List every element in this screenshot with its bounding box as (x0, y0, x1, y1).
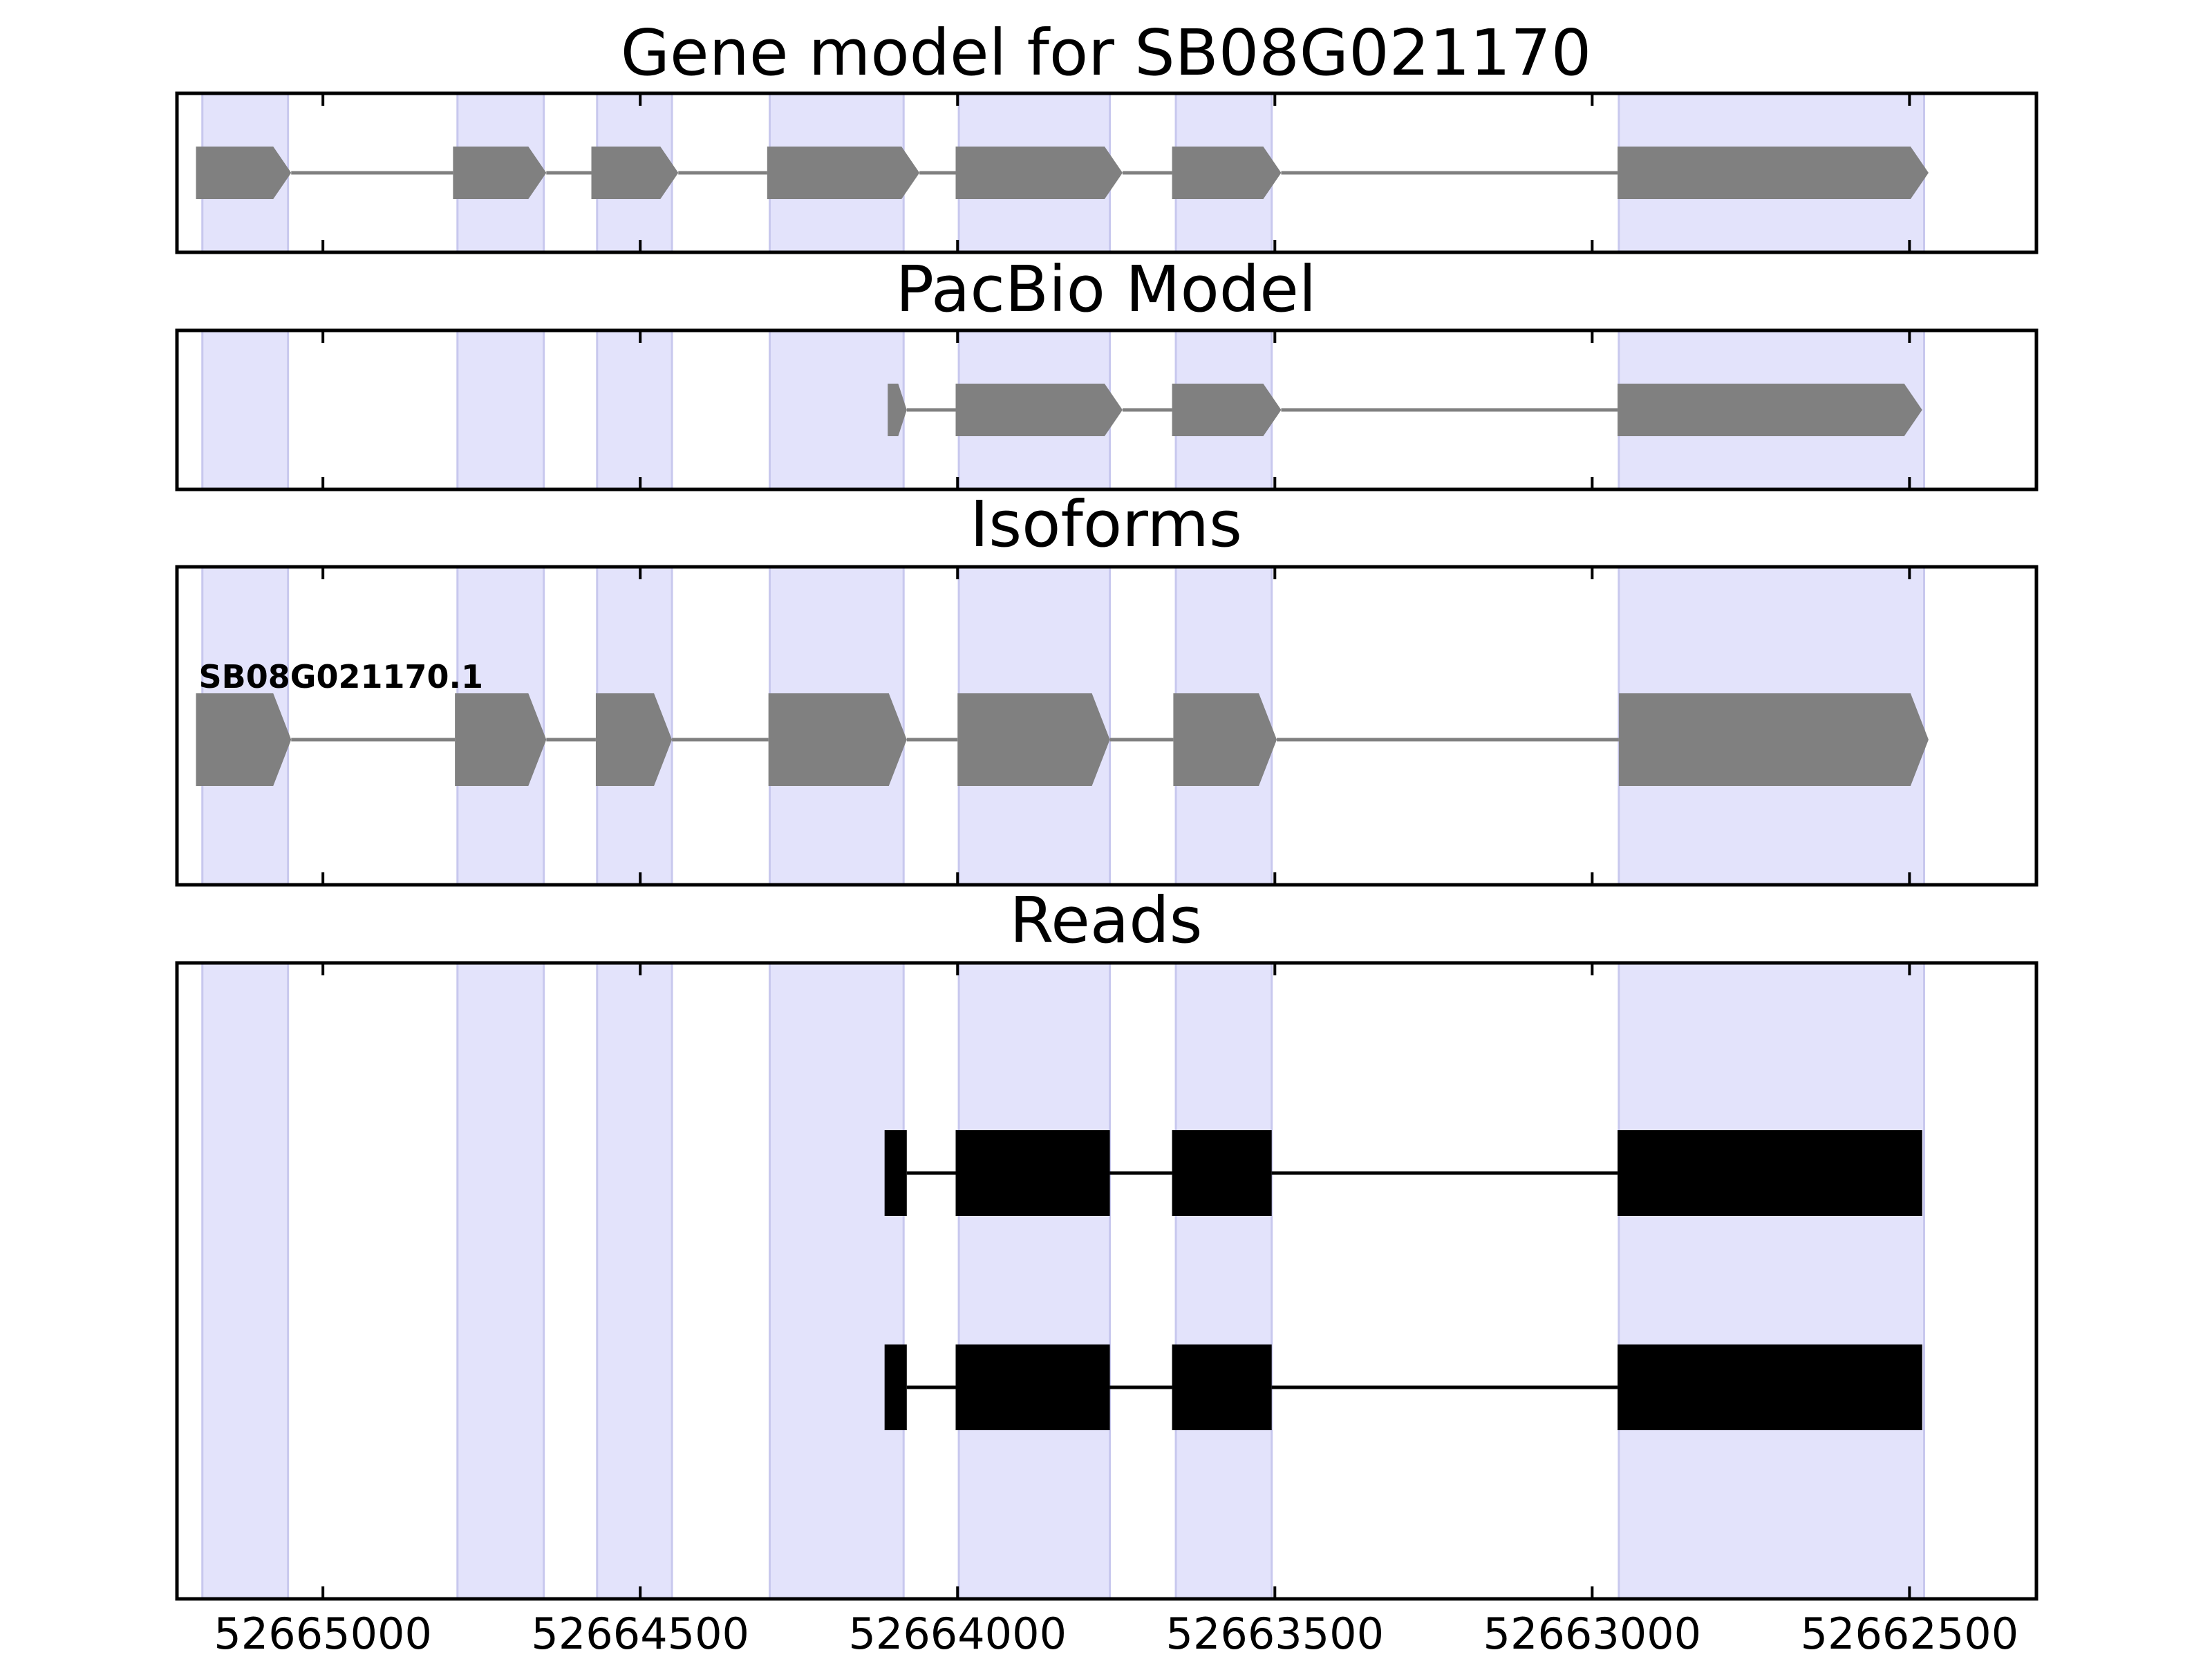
panel-frame (175, 565, 2038, 887)
exon-arrow (453, 147, 547, 199)
x-tick-label: 52664500 (531, 1609, 749, 1659)
tick-group (321, 330, 1911, 489)
panel-title: Gene model for SB08G021170 (621, 16, 1592, 90)
exon-arrow (957, 693, 1110, 786)
exon-arrow (888, 384, 907, 436)
exon-highlight-band (768, 329, 905, 491)
read-block (1618, 1344, 1922, 1430)
tick-group (321, 93, 1911, 252)
exon-arrow (955, 147, 1123, 199)
exon-highlight-band (1174, 962, 1273, 1600)
exon-arrow (196, 693, 292, 786)
panel-frame (175, 961, 2038, 1601)
exon-highlight-band (768, 962, 905, 1600)
exon-arrow (455, 693, 547, 786)
read-block (1172, 1344, 1272, 1430)
x-tick-label: 52662500 (1801, 1609, 2019, 1659)
x-tick-label: 52663000 (1483, 1609, 1702, 1659)
exon-highlight-band (596, 329, 673, 491)
exon-arrow (955, 384, 1123, 436)
exon-arrow (591, 147, 679, 199)
panel-gene-model: Gene model for SB08G021170 (175, 16, 2038, 254)
transcript-group (196, 147, 1929, 199)
x-tick-label: 52665000 (214, 1609, 432, 1659)
exon-highlight-band (1618, 962, 1925, 1600)
exon-arrow (595, 693, 673, 786)
read-block (884, 1130, 907, 1216)
panel-title: Isoforms (970, 487, 1242, 561)
transcript-group (884, 1130, 1922, 1430)
exon-arrow (1173, 693, 1277, 786)
exon-arrow (1172, 384, 1282, 436)
read-block (955, 1130, 1110, 1216)
read-block (1172, 1130, 1272, 1216)
read-block (884, 1344, 907, 1430)
transcript-group (888, 384, 1922, 436)
panel-reads: Reads (175, 883, 2038, 1601)
panel-isoforms: Isoforms SB08G021170.1 (175, 487, 2038, 887)
exon-arrow (1618, 693, 1929, 786)
x-tick-label: 52664000 (848, 1609, 1067, 1659)
x-tick-label: 52663500 (1166, 1609, 1385, 1659)
isoform-label: SB08G021170.1 (199, 658, 483, 695)
transcript-group: SB08G021170.1 (196, 658, 1929, 786)
exon-arrow (1618, 147, 1929, 199)
tick-group (321, 963, 1911, 1599)
panel-title: Reads (1009, 883, 1202, 957)
x-axis-tick-labels: 52665000 52664500 52664000 52663500 52663000… (214, 1609, 2018, 1659)
exon-highlight-band (201, 962, 290, 1600)
exon-highlight-band (957, 962, 1112, 1600)
read-block (955, 1344, 1110, 1430)
exon-arrow (1618, 384, 1922, 436)
exon-arrow (196, 147, 292, 199)
panel-title: PacBio Model (896, 252, 1317, 326)
exon-highlight-band (201, 329, 290, 491)
panel-frame (175, 328, 2038, 491)
exon-arrow (767, 147, 920, 199)
exon-arrow (1172, 147, 1282, 199)
exon-highlight-band (456, 962, 545, 1600)
panel-pacbio-model: PacBio Model (175, 252, 2038, 491)
panel-frame (175, 91, 2038, 254)
read-block (1618, 1130, 1922, 1216)
tick-group (321, 567, 1911, 885)
exon-highlight-band (596, 962, 673, 1600)
exon-highlight-band (456, 329, 545, 491)
exon-arrow (768, 693, 907, 786)
exon-highlight-group (201, 962, 1925, 1600)
